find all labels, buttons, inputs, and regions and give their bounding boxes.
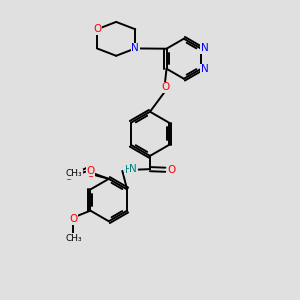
Text: O: O [93,24,101,34]
Text: O: O [69,214,77,224]
Text: CH₃: CH₃ [65,234,82,243]
Text: O: O [86,166,94,176]
Text: O: O [161,82,169,92]
Text: N: N [129,164,137,174]
Text: O: O [64,172,73,182]
Text: N: N [201,43,208,53]
Text: O: O [168,165,176,175]
Text: N: N [131,44,139,53]
Text: CH₃: CH₃ [66,169,82,178]
Text: N: N [201,64,208,74]
Text: O: O [86,169,94,178]
Text: H: H [124,165,132,175]
